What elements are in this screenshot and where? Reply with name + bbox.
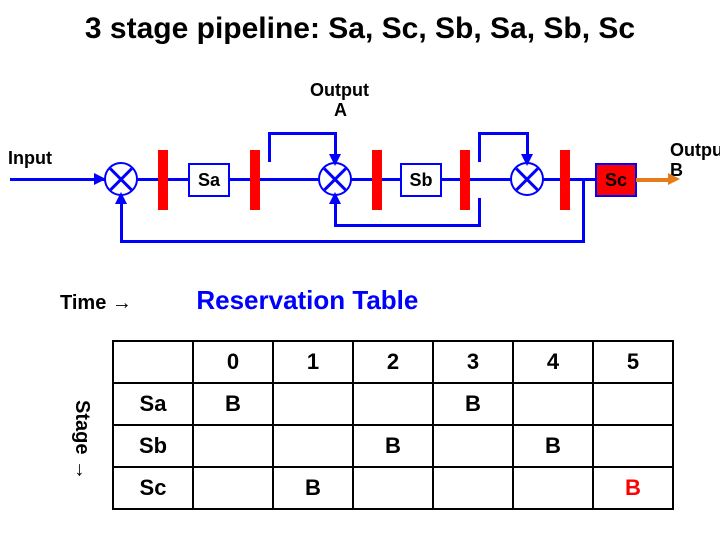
fb-sa-h [268,132,336,135]
cell: B [273,467,353,509]
table-row: Sc B B [113,467,673,509]
cell: B [513,425,593,467]
fb-sa-arrow [329,154,341,166]
corner-cell [113,341,193,383]
latch-5 [560,150,570,210]
wire-outputB [636,178,672,182]
stage-sc-box: Sc [595,163,637,197]
cell: B [433,383,513,425]
fb-sc-horiz [120,240,585,243]
cell [353,383,433,425]
cell [193,467,273,509]
latch-2 [250,150,260,210]
row-sc: Sc [113,467,193,509]
latch-3 [372,150,382,210]
cell-highlight: B [593,467,673,509]
fb-sb2-arrow [329,192,341,204]
cell [273,425,353,467]
fb-sc-rise [120,198,123,243]
fb-sb-up [478,132,481,162]
fb-sb-h [478,132,528,135]
col-4: 4 [513,341,593,383]
stage-axis-label: Stage → [70,400,93,480]
cell [433,467,513,509]
cell [433,425,513,467]
fb-sc-arrow [115,192,127,204]
stage-sc-label: Sc [605,170,627,191]
col-3: 3 [433,341,513,383]
reservation-header: Time → Reservation Table [60,285,418,316]
arrow-outputB [668,173,680,185]
table-row: Sb B B [113,425,673,467]
row-sa: Sa [113,383,193,425]
reservation-table-wrap: 0 1 2 3 4 5 Sa B B Sb B B Sc [112,340,674,510]
cell [513,383,593,425]
multiplier-1 [104,162,138,196]
cell [513,467,593,509]
input-label: Input [8,148,52,169]
cell [273,383,353,425]
cell [353,467,433,509]
reservation-table: 0 1 2 3 4 5 Sa B B Sb B B Sc [112,340,674,510]
multiplier-3 [510,162,544,196]
outputA-label-top: Output [310,80,369,101]
table-header-row: 0 1 2 3 4 5 [113,341,673,383]
latch-1 [158,150,168,210]
multiplier-2 [318,162,352,196]
stage-sb-box: Sb [400,163,442,197]
cell: B [193,383,273,425]
cell: B [353,425,433,467]
table-row: Sa B B [113,383,673,425]
stage-sa-box: Sa [188,163,230,197]
fb-sc-drop [582,180,585,242]
col-1: 1 [273,341,353,383]
col-5: 5 [593,341,673,383]
stage-sa-label: Sa [198,170,220,191]
cell [193,425,273,467]
stage-sb-label: Sb [409,170,432,191]
page-title: 3 stage pipeline: Sa, Sc, Sb, Sa, Sb, Sc [0,12,720,46]
outputB-label-top: Output [670,140,720,161]
col-0: 0 [193,341,273,383]
reservation-title: Reservation Table [196,285,418,315]
latch-4 [460,150,470,210]
row-sb: Sb [113,425,193,467]
fb-sb2-dn [478,198,481,226]
cell [593,425,673,467]
col-2: 2 [353,341,433,383]
cell [593,383,673,425]
fb-sb-arrow [521,154,533,166]
fb-sa-up [268,132,271,162]
outputA-label-bot: A [334,100,347,121]
fb-sb2-h [334,224,481,227]
pipeline-diagram: Input Output A Output B Sa Sb Sc [0,80,720,270]
time-label: Time → [60,292,132,314]
